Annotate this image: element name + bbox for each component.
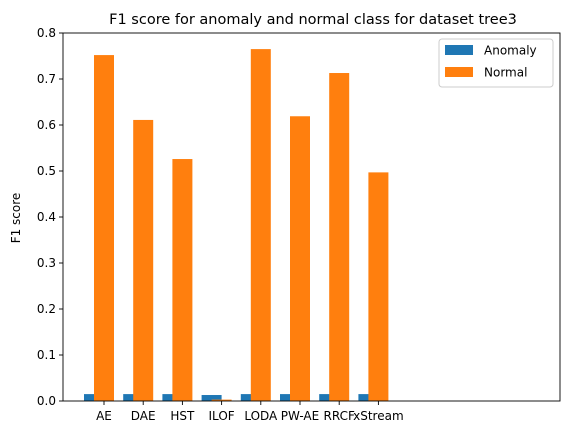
y-axis-label: F1 score <box>9 193 23 244</box>
legend-swatch-normal <box>445 67 473 77</box>
plot-frame <box>62 32 561 402</box>
y-tick-label: 0.4 <box>37 210 56 224</box>
x-tick-label: LODA <box>244 409 278 423</box>
y-tick-label: 0.5 <box>37 164 56 178</box>
y-tick-label: 0.8 <box>37 26 56 40</box>
bar-normal-loda <box>250 49 271 401</box>
legend-label-anomaly: Anomaly <box>484 44 537 58</box>
x-tick-label: HST <box>170 409 195 423</box>
bar-normal-xstream <box>368 172 389 401</box>
bars-group <box>84 49 389 402</box>
bar-anomaly-loda <box>240 394 261 401</box>
bar-anomaly-ilof <box>201 395 222 401</box>
legend-swatch-anomaly <box>445 45 473 55</box>
y-tick-label: 0.6 <box>37 118 56 132</box>
y-tick-label: 0.0 <box>37 394 56 408</box>
bar-normal-pw-ae <box>290 116 310 401</box>
bar-normal-ae <box>94 55 114 401</box>
y-axis: 0.0 0.1 0.2 0.3 0.4 0.5 0.6 0.7 0.8 <box>37 26 63 408</box>
bar-normal-dae <box>133 119 154 401</box>
chart-title: F1 score for anomaly and normal class fo… <box>109 12 517 28</box>
y-tick-label: 0.3 <box>37 256 56 270</box>
x-tick-label: AE <box>96 409 112 423</box>
bar-normal-hst <box>172 159 193 401</box>
y-tick-label: 0.1 <box>37 348 56 362</box>
x-tick-label: PW-AE <box>281 409 319 423</box>
legend: Anomaly Normal <box>438 38 554 88</box>
legend-label-normal: Normal <box>484 66 527 80</box>
y-tick-label: 0.2 <box>37 302 56 316</box>
x-tick-label: ILOF <box>209 409 235 423</box>
x-tick-label: RRCF <box>324 409 355 423</box>
x-tick-label: xStream <box>353 409 404 423</box>
x-tick-label: DAE <box>131 409 156 423</box>
bar-normal-ilof <box>211 399 232 401</box>
y-tick-label: 0.7 <box>37 72 56 86</box>
bar-normal-rrcf <box>329 73 350 402</box>
